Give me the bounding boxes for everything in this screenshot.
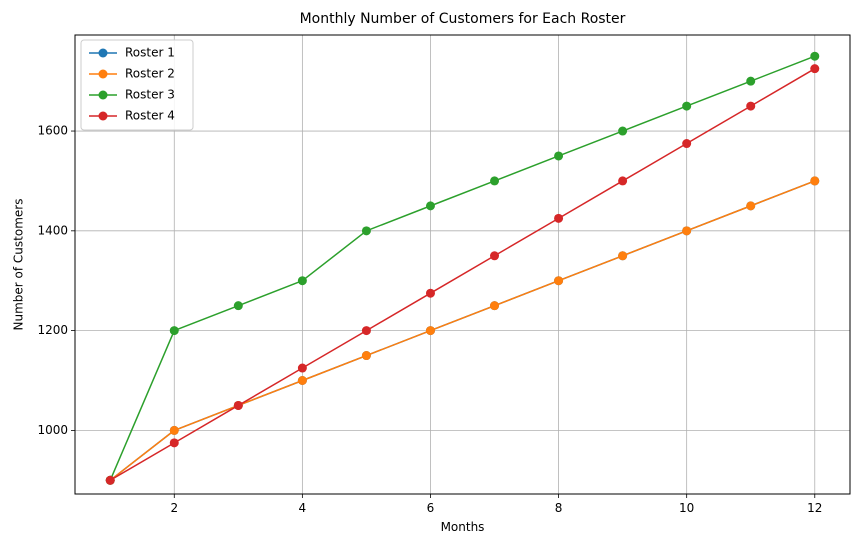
legend-label: Roster 2 [125,67,175,81]
data-point [105,475,115,485]
x-tick-label: 6 [427,501,435,515]
legend-label: Roster 4 [125,109,175,123]
legend-label: Roster 3 [125,88,175,102]
data-point [618,251,628,261]
data-point [746,201,756,211]
legend-marker [98,69,108,79]
series-line [109,180,816,481]
data-point [810,51,820,61]
data-point [554,213,564,223]
data-point [297,276,307,286]
data-point [490,301,500,311]
data-point [361,326,371,336]
series-roster-4 [105,64,820,485]
data-point [682,101,692,111]
legend-box [80,39,194,131]
y-tick-label: 1400 [37,223,68,237]
legend-marker [98,48,108,58]
grid [75,35,850,494]
x-tick-label: 2 [170,501,178,515]
x-tick-label: 12 [807,501,822,515]
legend-item: Roster 4 [89,109,175,123]
chart-title: Monthly Number of Customers for Each Ros… [300,11,626,27]
data-point [425,288,435,298]
legend-item: Roster 2 [89,67,175,81]
legend-marker [98,90,108,100]
y-axis-label: Number of Customers [12,199,26,331]
legend: Roster 1 Roster 2 Roster 3 Roster 4 [80,39,194,131]
data-point [618,176,628,186]
data-point [169,425,179,435]
data-point [746,76,756,86]
series [105,51,820,485]
series-line [109,68,816,481]
y-tick-label: 1200 [37,323,68,337]
x-tick-label: 8 [555,501,563,515]
series-line [109,55,816,481]
data-point [746,101,756,111]
data-point [490,251,500,261]
data-point [554,276,564,286]
data-point [169,438,179,448]
data-point [233,400,243,410]
data-point [425,326,435,336]
data-point [618,126,628,136]
x-axis-label: Months [441,520,485,534]
data-point [169,326,179,336]
legend-item: Roster 3 [89,88,175,102]
x-tick-label: 4 [299,501,307,515]
axis-ticks: 2 4 6 8 10 12 1000 1200 1400 1600 [37,124,822,515]
data-point [361,351,371,361]
data-point [554,151,564,161]
data-point [297,375,307,385]
y-tick-label: 1600 [37,124,68,138]
data-point [682,226,692,236]
data-point [810,176,820,186]
data-point [297,363,307,373]
legend-marker [98,111,108,121]
y-tick-label: 1000 [37,423,68,437]
plot-frame [74,34,851,495]
data-point [233,301,243,311]
data-point [810,64,820,74]
legend-label: Roster 1 [125,46,175,60]
data-point [425,201,435,211]
x-tick-label: 10 [679,501,694,515]
data-point [490,176,500,186]
legend-item: Roster 1 [89,46,175,60]
data-point [361,226,371,236]
data-point [682,139,692,149]
